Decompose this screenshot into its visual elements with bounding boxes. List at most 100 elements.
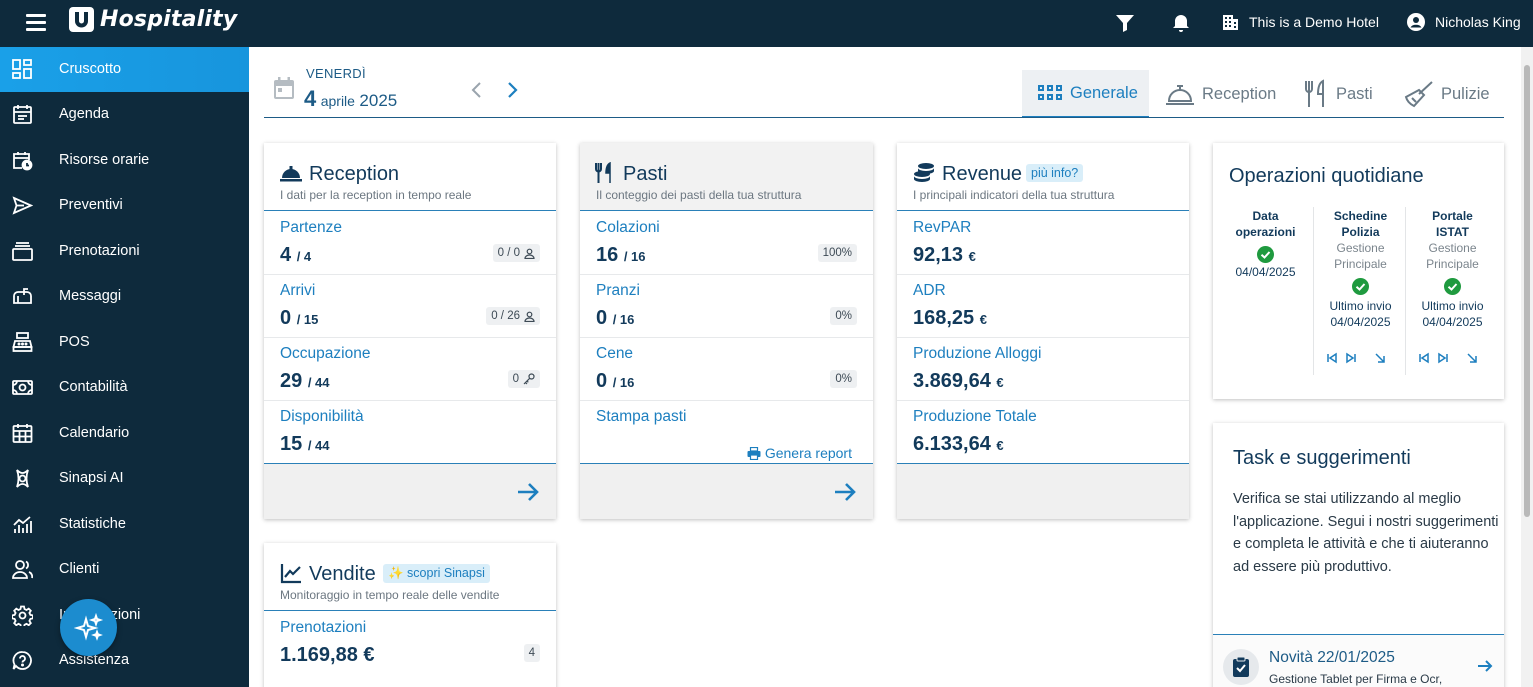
chevron-left-icon[interactable] bbox=[468, 80, 486, 100]
metric-label: Partenze bbox=[280, 219, 343, 236]
date-year: 2025 bbox=[359, 91, 398, 110]
send-icon bbox=[12, 196, 33, 215]
sidebar-item-cruscotto[interactable]: Cruscotto bbox=[0, 47, 249, 92]
weekday: VENERDÌ bbox=[306, 66, 366, 81]
sidebar-item-label: Assistenza bbox=[59, 652, 130, 668]
print-meals-label: Stampa pasti bbox=[596, 408, 687, 425]
sparkles-icon bbox=[73, 612, 103, 641]
app-logo[interactable]: Hospitality bbox=[68, 6, 237, 33]
cash-register-icon bbox=[12, 332, 33, 352]
ops-col-polizia: Schedine Polizia Gestione Principale Ult… bbox=[1329, 209, 1392, 329]
scroll-thumb[interactable] bbox=[1524, 65, 1530, 517]
arrow-right-icon[interactable] bbox=[833, 481, 857, 503]
sidebar-item-label: Clienti bbox=[59, 561, 100, 577]
card-footer bbox=[264, 463, 556, 519]
sidebar-item-statistiche[interactable]: Statistiche bbox=[0, 502, 249, 547]
metric-badge: 0 / 26 bbox=[486, 307, 540, 325]
calendar-clock-icon bbox=[13, 152, 33, 171]
card-header: Pasti Il conteggio dei pasti della tua s… bbox=[580, 143, 873, 211]
task-description: Verifica se stai utilizzando al meglio l… bbox=[1233, 491, 1499, 575]
bell-icon[interactable] bbox=[1171, 13, 1191, 33]
metric-label: Produzione Totale bbox=[913, 408, 1037, 425]
person-icon bbox=[524, 248, 535, 259]
skip-forward-icon[interactable] bbox=[1345, 352, 1357, 364]
arrow-right-icon[interactable] bbox=[516, 481, 540, 503]
sidebar-item-calendario[interactable]: Calendario bbox=[0, 411, 249, 456]
card-title: Revenue bbox=[942, 163, 1023, 185]
card-title: Pasti bbox=[623, 163, 668, 185]
skip-back-icon[interactable] bbox=[1418, 352, 1430, 364]
skip-forward-icon[interactable] bbox=[1437, 352, 1449, 364]
metric-cene[interactable]: Cene 0 / 16 0% bbox=[580, 338, 873, 401]
sidebar-item-contabilita[interactable]: Contabilità bbox=[0, 365, 249, 410]
metric-label: Cene bbox=[596, 345, 634, 362]
metric-colazioni[interactable]: Colazioni 16 / 16 100% bbox=[580, 212, 873, 275]
metric-pranzi[interactable]: Pranzi 0 / 16 0% bbox=[580, 275, 873, 338]
card-header: Vendite ✨ scopri Sinapsi Monitoraggio in… bbox=[264, 543, 556, 611]
sidebar-item-label: Agenda bbox=[59, 106, 109, 122]
sidebar-item-impostazioni[interactable]: Impostazioni bbox=[0, 593, 249, 638]
metric-occupazione[interactable]: Occupazione 29 / 44 0 bbox=[264, 338, 556, 401]
tab-pulizie[interactable]: Pulizie bbox=[1404, 70, 1490, 118]
metric-revpar[interactable]: RevPAR 92,13 € bbox=[897, 212, 1189, 275]
sinapsi-chip[interactable]: ✨ scopri Sinapsi bbox=[383, 564, 490, 583]
operazioni-card: Operazioni quotidiane Data operazioni 04… bbox=[1213, 143, 1504, 399]
tab-pasti[interactable]: Pasti bbox=[1303, 70, 1373, 118]
date-month: aprile bbox=[320, 93, 355, 109]
card-footer bbox=[897, 463, 1189, 519]
metric-disponibilita[interactable]: Disponibilità 15 / 44 bbox=[264, 401, 556, 464]
filter-icon[interactable] bbox=[1115, 13, 1135, 33]
card-subtitle: I dati per la reception in tempo reale bbox=[280, 188, 472, 202]
more-info-chip[interactable]: più info? bbox=[1026, 164, 1084, 182]
sidebar-item-clienti[interactable]: Clienti bbox=[0, 547, 249, 592]
metric-label: ADR bbox=[913, 282, 946, 299]
scrollbar[interactable] bbox=[1521, 47, 1533, 687]
sidebar-item-assistenza[interactable]: Assistenza bbox=[0, 638, 249, 683]
metric-badge: 0 / 0 bbox=[492, 244, 540, 262]
sidebar-item-prenotazioni[interactable]: Prenotazioni bbox=[0, 229, 249, 274]
agenda-icon bbox=[13, 105, 32, 124]
news-subtitle: Gestione Tablet per Firma e Ocr, bbox=[1269, 672, 1443, 686]
metric-prenotazioni[interactable]: Prenotazioni 1.169,88 € 4 bbox=[264, 612, 556, 675]
sidebar-item-pos[interactable]: POS bbox=[0, 320, 249, 365]
arrow-down-right-icon[interactable] bbox=[1374, 352, 1386, 364]
date-day-number: 4 bbox=[304, 86, 317, 111]
news-item[interactable]: Novità 22/01/2025 Gestione Tablet per Fi… bbox=[1213, 634, 1504, 687]
sidebar-item-risorse-orarie[interactable]: Risorse orarie bbox=[0, 138, 249, 183]
skip-back-icon[interactable] bbox=[1326, 352, 1338, 364]
tab-generale[interactable]: Generale bbox=[1022, 70, 1149, 118]
user-menu[interactable]: Nicholas King bbox=[1407, 13, 1521, 31]
sidebar-item-preventivi[interactable]: Preventivi bbox=[0, 183, 249, 228]
sidebar: Cruscotto Agenda Risorse orarie Preventi… bbox=[0, 47, 249, 687]
ai-icon bbox=[16, 469, 29, 488]
hotel-selector[interactable]: This is a Demo Hotel bbox=[1222, 13, 1379, 31]
ai-assistant-button[interactable] bbox=[60, 599, 117, 656]
arrow-right-icon[interactable] bbox=[1476, 657, 1494, 675]
sidebar-item-messaggi[interactable]: Messaggi bbox=[0, 274, 249, 319]
metric-label: Disponibilità bbox=[280, 408, 364, 425]
metric-produzione-alloggi[interactable]: Produzione Alloggi 3.869,64 € bbox=[897, 338, 1189, 401]
metric-value: 0 / 15 bbox=[280, 307, 319, 329]
arrow-down-right-icon[interactable] bbox=[1466, 352, 1478, 364]
metric-produzione-totale[interactable]: Produzione Totale 6.133,64 € bbox=[897, 401, 1189, 464]
building-icon bbox=[1223, 15, 1238, 30]
card-header: Reception I dati per la reception in tem… bbox=[264, 143, 556, 211]
metric-partenze[interactable]: Partenze 4 / 4 0 / 0 bbox=[264, 212, 556, 275]
metric-label: Arrivi bbox=[280, 282, 316, 299]
line-chart-icon bbox=[280, 564, 301, 584]
clipboard-check-icon bbox=[1223, 649, 1259, 685]
metric-badge: 0% bbox=[830, 370, 857, 388]
sidebar-item-sinapsi-ai[interactable]: Sinapsi AI bbox=[0, 456, 249, 501]
sidebar-item-agenda[interactable]: Agenda bbox=[0, 92, 249, 137]
generate-report-link[interactable]: Genera report bbox=[747, 445, 852, 461]
card-subtitle: Monitoraggio in tempo reale delle vendit… bbox=[280, 588, 500, 602]
chevron-right-icon[interactable] bbox=[503, 80, 521, 100]
user-avatar-icon bbox=[1407, 13, 1425, 31]
metric-adr[interactable]: ADR 168,25 € bbox=[897, 275, 1189, 338]
hamburger-menu-icon[interactable] bbox=[26, 14, 46, 32]
sidebar-item-label: Risorse orarie bbox=[59, 152, 150, 168]
metric-arrivi[interactable]: Arrivi 0 / 15 0 / 26 bbox=[264, 275, 556, 338]
metric-value: 0 / 16 bbox=[596, 307, 635, 329]
calendar-icon[interactable] bbox=[273, 76, 295, 100]
tab-reception[interactable]: Reception bbox=[1165, 70, 1276, 118]
